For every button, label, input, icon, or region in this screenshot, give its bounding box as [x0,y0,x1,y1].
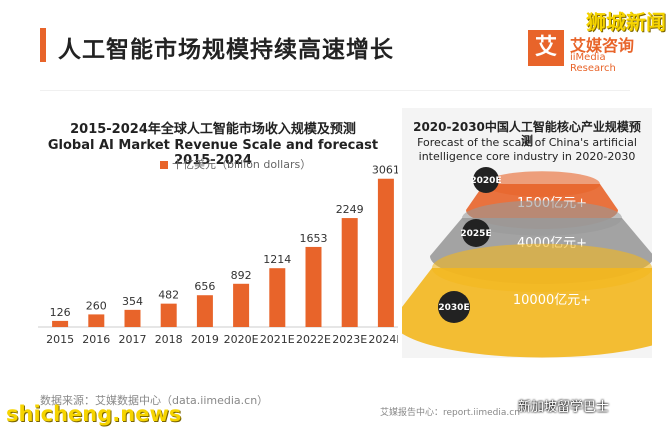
year-badge-2025E [462,219,490,247]
logo-badge: 艾 [528,30,564,66]
bar-value-label: 1653 [300,232,328,245]
bar-value-label: 1214 [263,253,291,266]
bar-value-label: 354 [122,295,143,308]
year-badge-2030E [438,291,470,323]
bar-value-label: 2249 [336,203,364,216]
year-badge-label: 2020E [470,176,501,186]
bar-2019 [196,295,213,327]
bar-value-label: 3061 [372,164,398,177]
x-tick-label: 2022E [296,333,331,346]
year-badge-2020E [473,167,499,193]
bar-2022E [305,246,322,327]
bar-2024E [377,178,394,327]
legend-swatch [160,161,168,169]
x-tick-label: 2018 [155,333,183,346]
bar-value-label: 656 [194,280,215,293]
x-tick-label: 2015 [46,333,74,346]
bar-chart-legend: 十亿美元（billion dollars） [160,156,311,172]
bar-2015 [52,320,69,327]
bar-value-label: 482 [158,289,179,302]
tier-top-2020E [484,171,600,197]
global-ai-bar-chart: 2015-2024年全球人工智能市场收入规模及预测 Global AI Mark… [28,110,398,360]
wechat-watermark: 新加坡留学巴士 [518,400,610,415]
header-divider [40,90,630,91]
report-center: 艾媒报告中心：report.iimedia.cn [380,408,520,418]
bar-2021E [269,268,286,327]
tier-value-label: 10000亿元+ [513,293,591,308]
bar-value-label: 126 [50,306,71,319]
bar-2023E [341,218,358,327]
tier-body-2030E [402,268,652,358]
x-tick-label: 2017 [119,333,147,346]
cone-chart-subtitle: Forecast of the scale of China's artific… [417,136,637,163]
logo-subtitle: iiMedia Research [570,52,616,74]
page-title: 人工智能市场规模持续高速增长 [58,37,394,63]
year-badge-label: 2030E [438,303,469,313]
bar-chart-title: 2015-2024年全球人工智能市场收入规模及预测 [70,122,356,137]
cone-chart-title: 2020-2030中国人工智能核心产业规模预测 [413,120,641,148]
tier-top-2025E [462,200,622,236]
bar-2016 [88,314,105,327]
bar-chart-svg: 126 2015 260 2016 354 2017 482 2018 656 2019 892 20… [38,164,398,346]
year-badge-label: 2025E [460,229,491,239]
x-tick-label: 2020E [224,333,259,346]
x-tick-label: 2019 [191,333,219,346]
watermark-bottom-left: shicheng.news [6,402,182,426]
x-tick-label: 2016 [82,333,110,346]
watermark-top-right: 狮城新闻 [586,10,666,34]
data-source: 数据来源：艾媒数据中心（data.iimedia.cn） [40,394,269,407]
logo-name: 艾媒咨询 [570,36,635,55]
bar-2018 [160,303,177,327]
x-tick-label: 2021E [260,333,295,346]
china-ai-forecast-panel: 2020-2030中国人工智能核心产业规模预测 Forecast of the … [402,108,652,358]
x-tick-label: 2024E [368,333,398,346]
bar-2017 [124,309,141,327]
iimedia-logo: 艾 艾媒咨询 iiMedia Research [528,30,648,74]
tier-top-2030E [432,243,652,293]
bar-value-label: 260 [86,299,107,312]
legend-label: 十亿美元（billion dollars） [172,158,312,171]
bar-chart-subtitle: Global AI Market Revenue Scale and forec… [47,138,379,168]
bar-value-label: 892 [231,269,252,282]
x-tick-label: 2023E [332,333,367,346]
bar-2020E [233,283,250,327]
title-accent-bar [40,28,46,62]
